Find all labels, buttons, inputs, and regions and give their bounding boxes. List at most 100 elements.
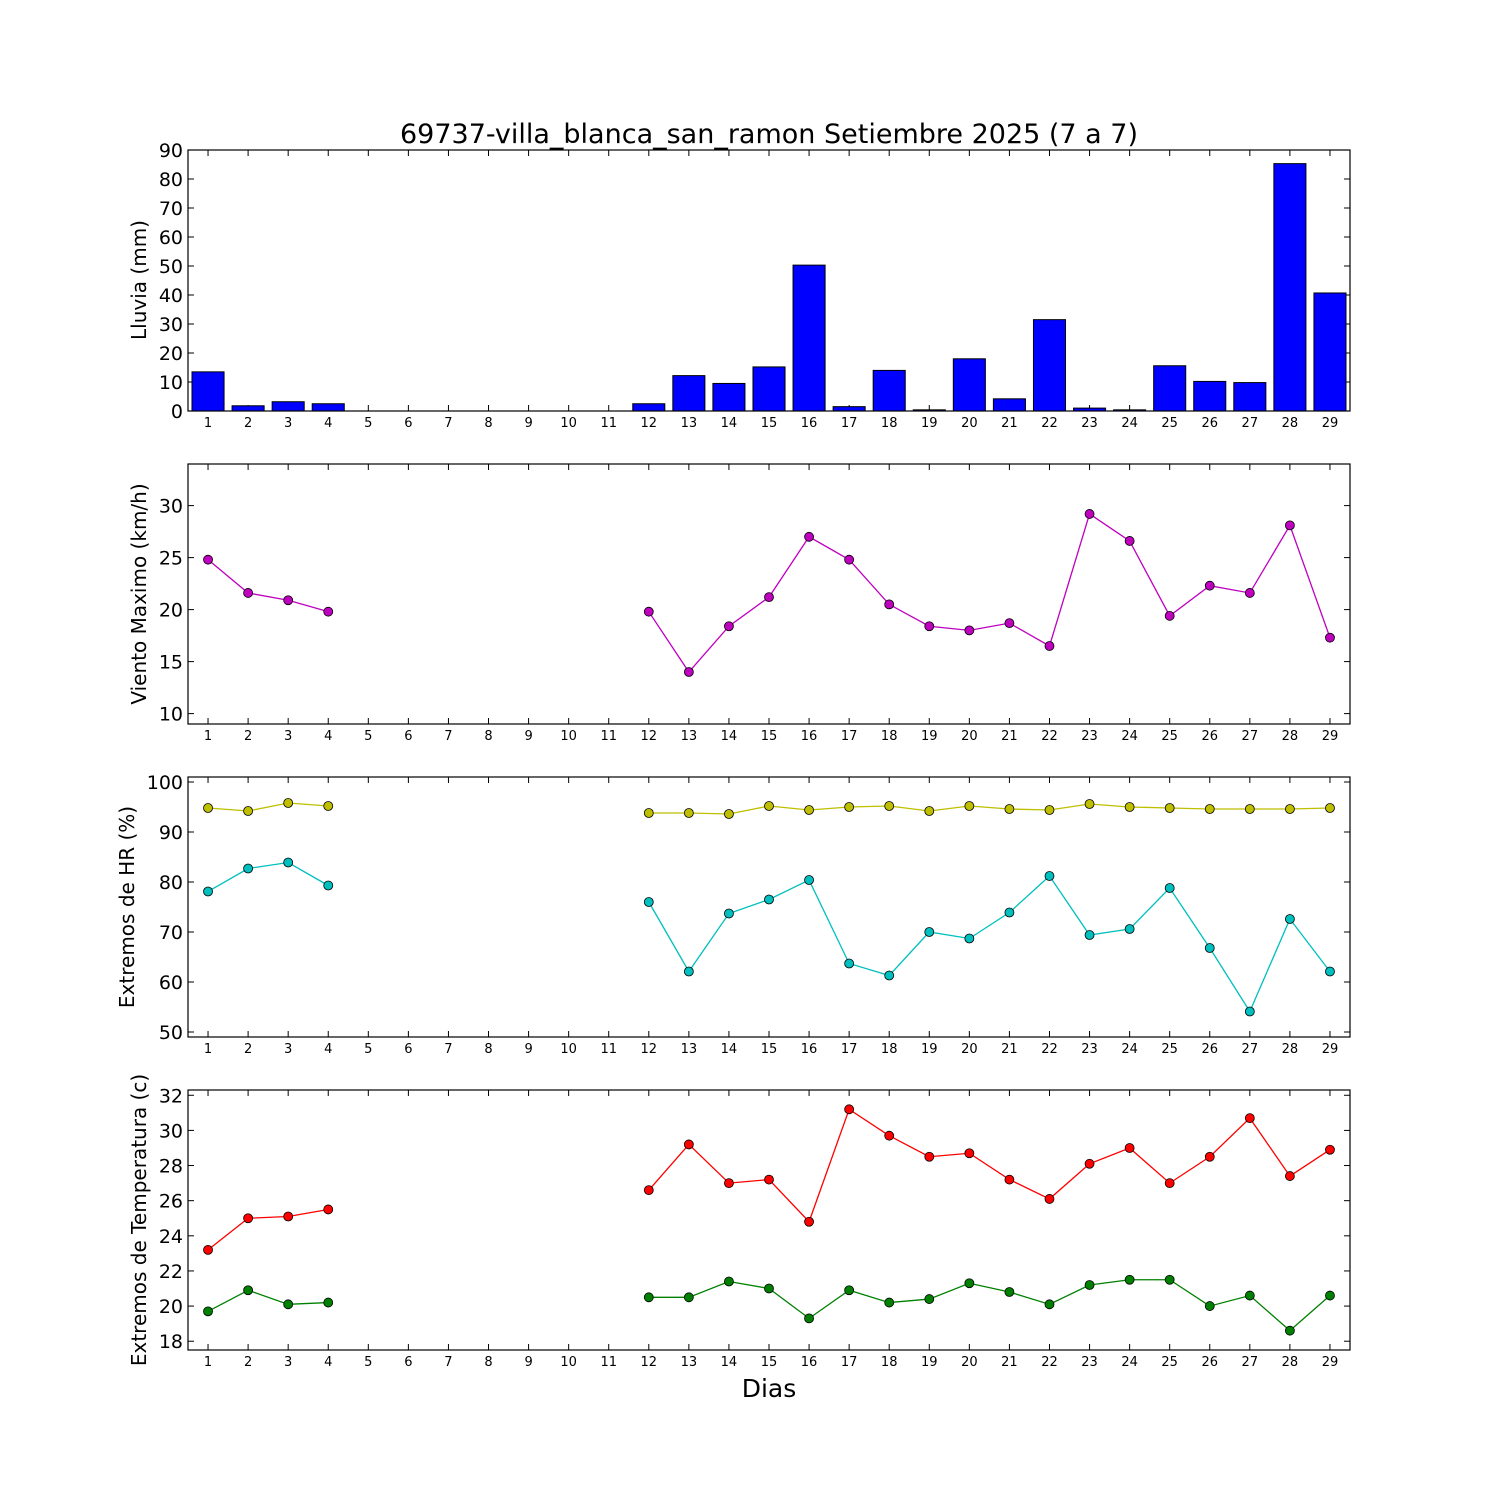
temperature-series-1-point <box>1004 1287 1015 1297</box>
humidity-series-1-point <box>203 886 213 897</box>
rain-ytick-label: 40 <box>159 285 183 307</box>
temperature-xtick-label: 16 <box>801 1355 818 1370</box>
humidity-series-1-point <box>323 880 334 891</box>
rain-xtick-label: 14 <box>721 416 738 431</box>
humidity-xtick-label: 13 <box>681 1042 698 1057</box>
temperature-xtick-label: 20 <box>961 1355 978 1370</box>
temperature-series-0-point <box>724 1178 734 1189</box>
humidity-ytick-label: 100 <box>147 772 183 794</box>
rain-bar <box>191 371 225 412</box>
wind-xtick-label: 8 <box>484 729 492 744</box>
humidity-series-1-point <box>1325 966 1335 977</box>
wind-series-0-point <box>964 625 975 636</box>
wind-xtick-label: 3 <box>284 729 292 744</box>
rain-xtick-label: 27 <box>1242 416 1259 431</box>
rain-bar <box>672 375 706 412</box>
temperature-xtick-label: 25 <box>1161 1355 1178 1370</box>
rain-bar <box>832 406 866 412</box>
temperature-panel: Extremos de Temperatura (c) Dias 1820222… <box>127 1074 1351 1403</box>
rain-xtick-label: 8 <box>484 416 492 431</box>
temperature-ytick-label: 30 <box>159 1120 183 1142</box>
humidity-ytick-label: 90 <box>159 822 183 844</box>
temperature-series-1-point <box>724 1276 734 1287</box>
rain-ytick-label: 0 <box>171 401 183 423</box>
rain-xtick-label: 3 <box>284 416 292 431</box>
temperature-series-1-point <box>1284 1325 1295 1336</box>
rain-xtick-label: 26 <box>1201 416 1218 431</box>
rain-xtick-label: 22 <box>1041 416 1058 431</box>
rain-bar <box>792 264 826 412</box>
humidity-xtick-label: 16 <box>801 1042 818 1057</box>
temperature-series-1-point <box>764 1283 774 1294</box>
humidity-series-1-line <box>207 861 329 893</box>
wind-xtick-label: 18 <box>881 729 898 744</box>
humidity-xtick-label: 20 <box>961 1042 978 1057</box>
rain-xtick-label: 23 <box>1081 416 1098 431</box>
humidity-xtick-label: 3 <box>284 1042 292 1057</box>
temperature-series-0-point <box>804 1216 814 1227</box>
rain-xtick-label: 12 <box>641 416 658 431</box>
temperature-series-0-point <box>844 1104 855 1115</box>
humidity-xtick-label: 5 <box>364 1042 372 1057</box>
temperature-ytick-label: 20 <box>159 1296 183 1318</box>
temperature-xtick-label: 17 <box>841 1355 858 1370</box>
temperature-series-1-point <box>884 1297 895 1308</box>
humidity-xtick-label: 21 <box>1001 1042 1018 1057</box>
rain-bar <box>1233 382 1267 412</box>
wind-ytick-label: 25 <box>159 548 183 570</box>
wind-xtick-label: 23 <box>1081 729 1098 744</box>
temperature-ytick-label: 26 <box>159 1191 183 1213</box>
rain-xtick-label: 20 <box>961 416 978 431</box>
wind-xtick-label: 11 <box>600 729 617 744</box>
rain-bar <box>952 358 986 412</box>
temperature-series-1-point <box>203 1306 213 1317</box>
wind-xtick-label: 5 <box>364 729 372 744</box>
rain-xtick-label: 29 <box>1322 416 1339 431</box>
temperature-series-1-line <box>207 1289 329 1312</box>
temperature-series-0-point <box>1004 1174 1015 1185</box>
humidity-xtick-label: 2 <box>244 1042 252 1057</box>
temperature-series-0-point <box>1044 1194 1055 1204</box>
wind-series-0-point <box>1124 536 1135 546</box>
temperature-series-0-point <box>764 1174 774 1185</box>
humidity-series-0-point <box>804 805 814 815</box>
humidity-series-0-point <box>243 806 254 816</box>
wind-xtick-label: 25 <box>1161 729 1178 744</box>
rain-xtick-label: 19 <box>921 416 938 431</box>
temperature-series-0-point <box>323 1204 334 1215</box>
temperature-series-0-point <box>1244 1113 1255 1124</box>
temperature-series-0-point <box>1084 1158 1095 1169</box>
temperature-ytick-label: 28 <box>159 1156 183 1178</box>
humidity-series-0-point <box>764 801 774 811</box>
humidity-series-0-point <box>1084 799 1095 809</box>
wind-series-0-point <box>683 667 694 677</box>
rain-bar <box>231 405 265 412</box>
humidity-series-0-point <box>1004 804 1015 814</box>
humidity-series-1-point <box>643 897 654 907</box>
humidity-xtick-label: 27 <box>1242 1042 1259 1057</box>
humidity-xtick-label: 17 <box>841 1042 858 1057</box>
rain-y-axis-label: Lluvia (mm) <box>127 220 151 340</box>
temperature-series-0-line <box>207 1208 329 1251</box>
rain-xtick-label: 18 <box>881 416 898 431</box>
temperature-series-1-point <box>1164 1274 1175 1285</box>
temperature-series-0-point <box>683 1139 694 1150</box>
temperature-series-0-point <box>243 1213 254 1224</box>
temperature-xtick-label: 27 <box>1242 1355 1259 1370</box>
figure-title: 69737-villa_blanca_san_ramon Setiembre 2… <box>400 119 1138 150</box>
humidity-xtick-label: 8 <box>484 1042 492 1057</box>
humidity-xtick-label: 12 <box>641 1042 658 1057</box>
wind-xtick-label: 16 <box>801 729 818 744</box>
wind-series-0-point <box>764 592 774 603</box>
rain-bar <box>1153 365 1187 412</box>
wind-xtick-label: 19 <box>921 729 938 744</box>
wind-ytick-label: 20 <box>159 600 183 622</box>
temperature-xtick-label: 21 <box>1001 1355 1018 1370</box>
temperature-series-0-point <box>203 1244 213 1255</box>
wind-xtick-label: 28 <box>1282 729 1299 744</box>
wind-series-0-point <box>1325 632 1335 643</box>
wind-y-axis-label: Viento Maximo (km/h) <box>127 483 151 704</box>
